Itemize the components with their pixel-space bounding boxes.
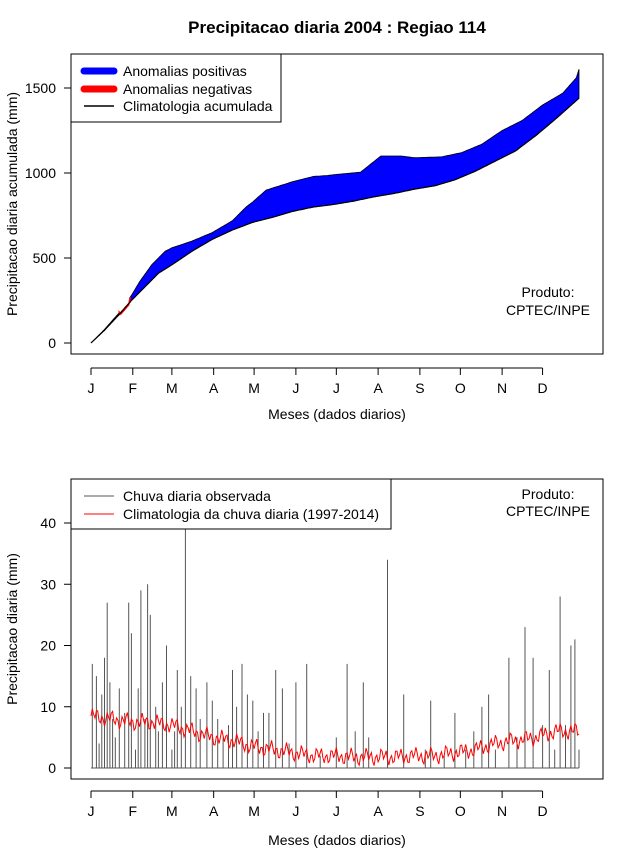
y-tick-label: 500 bbox=[33, 250, 57, 266]
y-tick-label: 10 bbox=[40, 699, 56, 715]
x-tick-label: M bbox=[248, 380, 260, 396]
y-tick-label: 30 bbox=[40, 576, 56, 592]
x-tick-label: A bbox=[373, 380, 383, 396]
x-tick-label: N bbox=[497, 380, 507, 396]
legend-label-obs: Chuva diaria observada bbox=[123, 488, 271, 504]
x-axis-label: Meses (dados diarios) bbox=[268, 832, 406, 848]
x-tick-label: M bbox=[166, 803, 178, 819]
x-tick-label: J bbox=[333, 803, 340, 819]
y-axis-label: Precipitacao diaria acumulada (mm) bbox=[4, 92, 20, 316]
x-tick-label: F bbox=[129, 803, 138, 819]
product-source: CPTEC/INPE bbox=[506, 302, 590, 318]
x-tick-label: O bbox=[455, 380, 466, 396]
y-axis: 0 500 1000 1500 bbox=[25, 80, 72, 351]
x-tick-label: N bbox=[497, 803, 507, 819]
chart-title: Precipitacao diaria 2004 : Regiao 114 bbox=[188, 18, 486, 37]
accumulated-area-layer bbox=[90, 69, 580, 344]
y-tick-label: 1000 bbox=[25, 165, 56, 181]
daily-bars bbox=[91, 498, 580, 769]
y-tick-label: 20 bbox=[40, 638, 56, 654]
x-tick-label: A bbox=[209, 803, 219, 819]
x-tick-label: J bbox=[292, 380, 299, 396]
y-axis-label: Precipitacao diaria (mm) bbox=[4, 553, 20, 705]
legend-label-negative: Anomalias negativas bbox=[123, 81, 252, 97]
product-label: Produto: bbox=[522, 284, 575, 300]
x-tick-label: A bbox=[373, 803, 383, 819]
product-label: Produto: bbox=[522, 486, 575, 502]
legend: Chuva diaria observada Climatologia da c… bbox=[70, 478, 392, 530]
x-tick-label: D bbox=[537, 803, 547, 819]
legend-box bbox=[70, 478, 392, 530]
panel-accumulated: 0 500 1000 1500 J F M A M J J A S O N D Precipitacao d… bbox=[4, 53, 604, 422]
y-tick-label: 0 bbox=[48, 335, 56, 351]
y-tick-label: 40 bbox=[40, 515, 56, 531]
x-tick-label: A bbox=[209, 380, 219, 396]
x-axis-label: Meses (dados diarios) bbox=[268, 406, 406, 422]
x-tick-label: J bbox=[88, 380, 95, 396]
x-tick-label: J bbox=[88, 803, 95, 819]
x-tick-label: J bbox=[333, 380, 340, 396]
legend: Anomalias positivas Anomalias negativas … bbox=[70, 53, 282, 123]
x-tick-label: S bbox=[415, 380, 424, 396]
legend-label-positive: Anomalias positivas bbox=[123, 63, 247, 79]
x-tick-label: M bbox=[248, 803, 260, 819]
x-tick-label: M bbox=[166, 380, 178, 396]
legend-label-clim-daily: Climatologia da chuva diaria (1997-2014) bbox=[123, 506, 379, 522]
product-source: CPTEC/INPE bbox=[506, 503, 590, 519]
x-tick-label: F bbox=[129, 380, 138, 396]
legend-label-clim: Climatologia acumulada bbox=[123, 98, 273, 114]
y-tick-label: 1500 bbox=[25, 80, 56, 96]
x-tick-label: D bbox=[537, 380, 547, 396]
x-tick-label: O bbox=[455, 803, 466, 819]
x-tick-label: S bbox=[415, 803, 424, 819]
y-axis: 0 10 20 30 40 bbox=[40, 515, 72, 776]
daily-climatology-line bbox=[90, 708, 580, 767]
panel-daily: 0 10 20 30 40 J F M A M J J A S O N D Precipitacao diar… bbox=[4, 478, 604, 848]
y-tick-label: 0 bbox=[48, 760, 56, 776]
climatology-accumulated-line bbox=[90, 97, 580, 344]
x-tick-label: J bbox=[292, 803, 299, 819]
